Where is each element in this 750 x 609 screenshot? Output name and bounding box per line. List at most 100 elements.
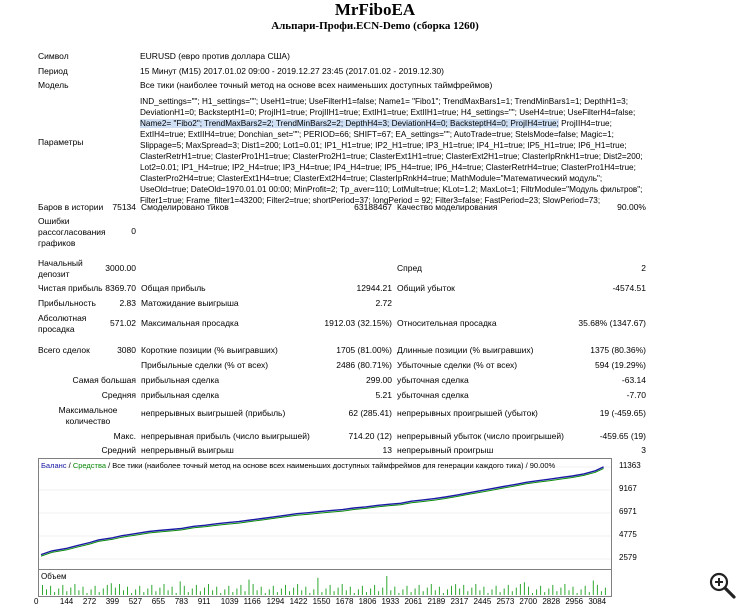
short-positions-label: Короткие позиции (% выигравших): [141, 345, 278, 355]
equity-line: [40, 467, 604, 557]
volume-bar: [264, 593, 266, 595]
spread-label: Спред: [397, 263, 422, 273]
volume-bar: [86, 593, 88, 595]
volume-bar: [592, 580, 594, 595]
volume-bar: [588, 592, 590, 595]
volume-bar: [503, 588, 505, 595]
cons-profit-label: непрерывная прибыль (число выигрышей): [141, 431, 310, 441]
volume-bar: [90, 589, 92, 595]
y-tick-label: 4775: [619, 530, 637, 539]
x-tick-label: 1039: [220, 597, 239, 606]
volume-chart-svg: [42, 576, 606, 595]
long-positions-value: 1375 (80.36%): [590, 345, 646, 355]
largest-loss-value: -63.14: [621, 375, 646, 385]
volume-bar: [151, 584, 153, 595]
errors-value: 0: [131, 226, 136, 236]
volume-bar: [260, 586, 262, 595]
volume-bar: [353, 593, 355, 595]
volume-bar: [600, 591, 602, 595]
volume-bar: [361, 585, 363, 595]
legend-sep: /: [66, 461, 73, 470]
volume-bar: [159, 587, 161, 595]
x-tick-label: 2317: [450, 597, 469, 606]
volume-bar: [325, 588, 327, 595]
symbol-label: Символ: [38, 51, 69, 61]
largest-profit-label: прибыльная сделка: [141, 375, 220, 385]
volume-bar: [536, 589, 538, 595]
volume-bar: [576, 593, 578, 595]
params-text-highlighted: Name2= "Fibo2"; TrendMaxBars2=2; TrendMi…: [140, 119, 559, 128]
y-tick-label: 9167: [619, 484, 637, 493]
volume-bar: [544, 592, 546, 595]
volume-bar: [560, 587, 562, 595]
report-title: MrFiboEA: [334, 0, 416, 19]
volume-bar: [491, 589, 493, 595]
volume-bar: [94, 585, 96, 595]
volume-bar: [333, 591, 335, 595]
loss-trades-label: Убыточные сделки (% от всех): [397, 360, 518, 370]
volume-bar: [224, 589, 226, 595]
x-tick-label: 1806: [358, 597, 377, 606]
volume-bar: [528, 586, 529, 595]
volume-bar: [228, 585, 230, 595]
x-tick-label: 1294: [266, 597, 285, 606]
max-drawdown-value: 1912.03 (32.15%): [324, 318, 392, 328]
period-label: Период: [38, 66, 68, 76]
volume-bar: [276, 592, 278, 595]
bars-value: 75134: [112, 202, 136, 212]
errors-label: Ошибки рассогласования графиков: [38, 216, 106, 248]
volume-bar: [293, 587, 295, 595]
x-tick-label: 1166: [243, 597, 261, 606]
volume-bar: [199, 591, 201, 595]
volume-bar: [548, 588, 550, 595]
volume-label: Объем: [41, 572, 67, 581]
volume-bar: [301, 590, 303, 595]
bars-label: Баров в истории: [38, 202, 104, 212]
abs-drawdown-label: Абсолютная просадка: [38, 313, 87, 334]
model-value: Все тики (наиболее точный метод на основ…: [140, 80, 493, 90]
volume-bar: [179, 581, 181, 595]
quality-value: 90.00%: [617, 202, 646, 212]
x-tick-label: 2700: [519, 597, 538, 606]
avg2-label: Средний: [101, 445, 136, 455]
volume-bar: [495, 585, 497, 595]
volume-bar: [42, 585, 43, 595]
volume-bar: [98, 592, 100, 595]
volume-bar: [272, 585, 274, 595]
volume-bar: [390, 590, 392, 595]
volume-bar: [459, 588, 461, 595]
gross-loss-label: Общий убыток: [397, 283, 455, 293]
gross-profit-label: Общая прибыль: [141, 283, 206, 293]
chart-legend: Баланс / Средства / Все тики (наиболее т…: [41, 461, 555, 470]
zoom-in-icon[interactable]: [707, 570, 737, 600]
volume-bar: [114, 587, 116, 595]
cons-loss-label: непрерывный убыток (число проигрышей): [397, 431, 564, 441]
report-subtitle: Альпари-Профи.ECN-Demo (сборка 1260): [271, 20, 479, 32]
volume-bar: [58, 588, 60, 595]
y-tick-label: 2579: [619, 553, 637, 562]
x-tick-label: 1550: [312, 597, 331, 606]
volume-bar: [317, 577, 319, 595]
avg-loss-value: -7.70: [626, 390, 646, 400]
x-tick-label: 272: [82, 597, 97, 606]
x-tick-label: 1678: [335, 597, 354, 606]
balance-chart-svg: [39, 466, 611, 560]
volume-bar: [289, 591, 290, 595]
y-tick-label: 6971: [619, 507, 637, 516]
short-positions-value: 1705 (81.00%): [336, 345, 392, 355]
avg-profit-value: 5.21: [375, 390, 392, 400]
volume-bar: [110, 583, 112, 595]
profit-factor-value: 2.83: [119, 298, 136, 308]
volume-bar: [135, 589, 137, 595]
deposit-label: Начальный депозит: [38, 258, 83, 279]
volume-bar: [596, 584, 598, 595]
volume-bar: [382, 587, 384, 595]
volume-bar: [447, 589, 448, 595]
x-tick-label: 911: [197, 597, 211, 606]
volume-bar: [410, 592, 412, 595]
cons-wins-label: непрерывных выигрышей (прибыль): [141, 408, 286, 418]
volume-bar: [584, 585, 586, 595]
volume-bar: [394, 586, 396, 595]
cons-losses-label: непрерывных проигрышей (убыток): [397, 408, 538, 418]
cons-losses-value: 19 (-459.65): [599, 408, 646, 418]
